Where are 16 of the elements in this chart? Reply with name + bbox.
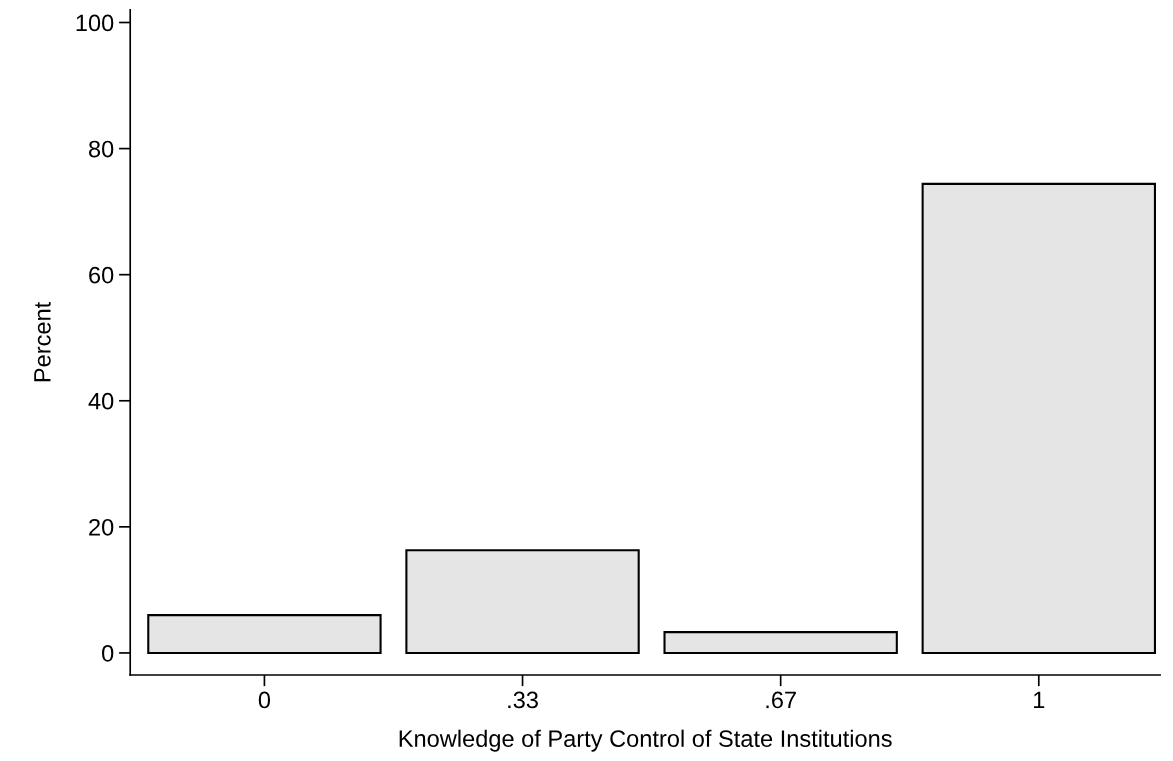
bar [147,614,382,654]
x-tick-label: .67 [766,691,796,709]
y-tick-label: 60 [89,266,114,284]
y-tick-label: 40 [88,392,114,410]
y-tick-label: 0 [102,645,114,662]
x-axis-title: Knowledge of Party Control of State Institutions [399,729,892,752]
x-tick-label: .33 [508,691,538,709]
x-tick-label: 0 [258,691,271,709]
y-tick-label: 20 [89,518,114,536]
y-axis-title: Percent [34,301,51,382]
x-tick-label: 1 [1034,691,1045,709]
bar [405,549,640,654]
y-tick-label: 100 [76,14,114,32]
y-tick-label: 80 [89,140,114,158]
bar [921,182,1156,654]
bar [663,631,898,654]
